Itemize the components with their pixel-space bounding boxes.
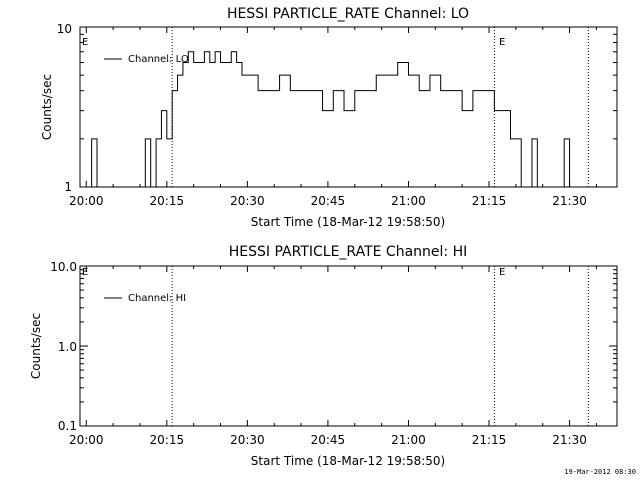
x-tick-label: 20:45 — [311, 433, 346, 447]
x-tick-label: 20:30 — [230, 194, 265, 208]
plot-frame — [79, 26, 618, 188]
start-marker-label: E — [82, 267, 88, 278]
x-tick-label: 20:15 — [150, 194, 185, 208]
y-axis-label: Counts/sec — [40, 74, 54, 140]
x-tick-label: 21:00 — [391, 433, 426, 447]
x-axis-label: Start Time (18-Mar-12 19:58:50) — [251, 454, 445, 468]
x-tick-label: 20:30 — [230, 433, 265, 447]
x-tick-label: 21:00 — [391, 194, 426, 208]
x-tick-label: 20:00 — [69, 433, 104, 447]
chart-title: HESSI PARTICLE_RATE Channel: HI — [229, 244, 467, 260]
x-tick-label: 21:15 — [472, 433, 507, 447]
event-marker-label: E — [499, 37, 505, 48]
panel-hi: HESSI PARTICLE_RATE Channel: HI Counts/s… — [29, 244, 618, 468]
y-tick-label: 10.0 — [50, 260, 77, 274]
plot-frame — [79, 265, 618, 427]
y-tick-label: 1 — [64, 180, 72, 194]
start-marker-label: E — [82, 37, 88, 48]
y-tick-label: 0.1 — [58, 419, 77, 433]
x-tick-label: 20:45 — [311, 194, 346, 208]
y-tick-label: 1.0 — [58, 340, 77, 354]
y-tick-label: 10 — [57, 22, 72, 36]
y-axis-label: Counts/sec — [29, 313, 43, 379]
x-tick-label: 21:15 — [472, 194, 507, 208]
x-tick-label: 20:00 — [69, 194, 104, 208]
x-tick-label: 20:15 — [150, 433, 185, 447]
legend-entry: Channel: LO — [128, 54, 189, 65]
event-marker-label: E — [499, 267, 505, 278]
panel-lo: HESSI PARTICLE_RATE Channel: LO Counts/s… — [40, 6, 618, 229]
x-tick-label: 21:30 — [552, 194, 587, 208]
series-line — [80, 51, 617, 188]
chart-title: HESSI PARTICLE_RATE Channel: LO — [227, 6, 469, 22]
legend-entry: Channel: HI — [128, 293, 186, 304]
x-axis-label: Start Time (18-Mar-12 19:58:50) — [251, 215, 445, 229]
x-tick-label: 21:30 — [552, 433, 587, 447]
footer-timestamp: 19-Mar-2012 08:30 — [564, 468, 636, 476]
